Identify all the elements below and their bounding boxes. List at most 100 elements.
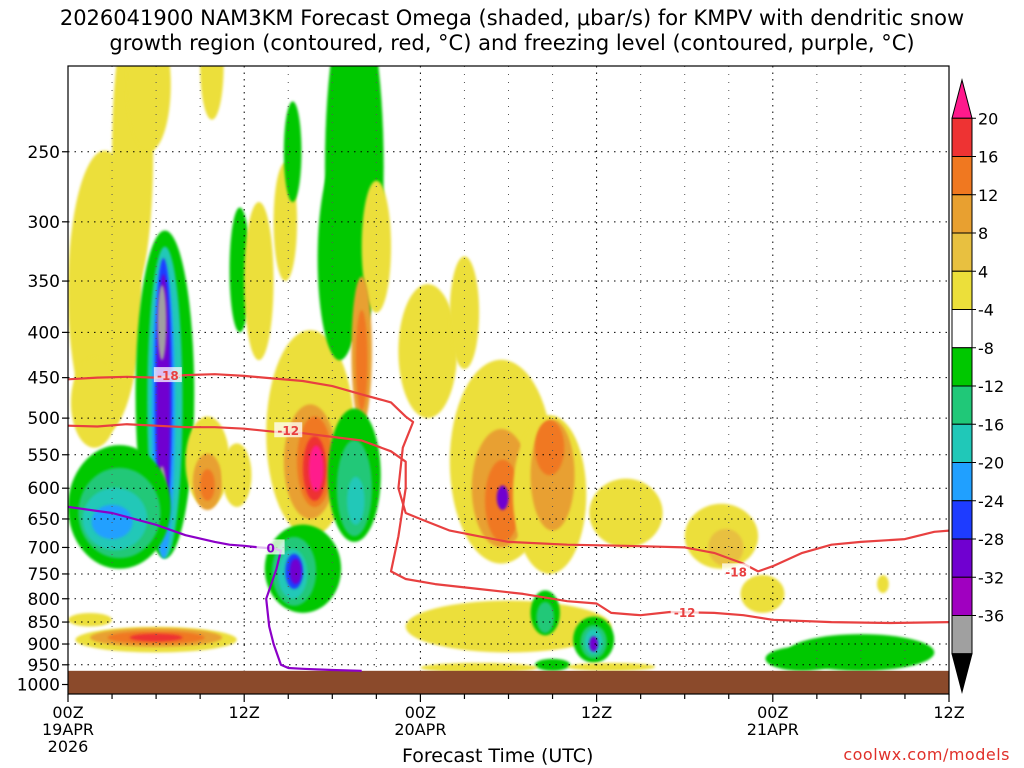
omega-blob [496, 485, 509, 510]
omega-blob [200, 469, 215, 501]
colorbar-label: -8 [978, 339, 994, 358]
omega-blob [536, 601, 555, 634]
omega-blob [398, 284, 458, 419]
x-tick-label: 00Z [757, 703, 788, 722]
colorbar-label: 4 [978, 262, 988, 281]
colorbar-label: -20 [978, 454, 1004, 473]
y-tick-label: 1000 [17, 676, 60, 696]
y-tick-label: 800 [28, 590, 60, 610]
ground-surface [68, 670, 949, 694]
omega-blob [222, 443, 252, 507]
omega-blob [346, 476, 365, 525]
colorbar-label: -32 [978, 568, 1004, 587]
contour-label-bg [153, 367, 182, 383]
color-bar: 20 16 12 8 4 -4 -8 -12 -16 -20 -24 -28 -32 -36 [951, 78, 1004, 694]
omega-blob [589, 478, 663, 548]
colorbar-swatch [951, 500, 973, 540]
contour-label-bg [722, 563, 751, 579]
colorbar-swatch [951, 194, 973, 234]
colorbar-swatch [951, 309, 973, 349]
omega-blob [534, 658, 571, 671]
x-axis-label: Forecast Time (UTC) [402, 745, 594, 767]
contour-label: -12 [277, 424, 299, 438]
y-tick-label: 400 [28, 323, 60, 343]
omega-blob [244, 201, 274, 361]
colorbar-label: 16 [978, 148, 998, 167]
omega-blob [157, 285, 167, 361]
omega-blob [765, 646, 839, 671]
contour-lines: -18 -18 -12 -12 0 [68, 367, 949, 672]
contour-label-bg [670, 603, 699, 619]
colorbar-swatch [951, 576, 973, 616]
y-tick-label: 700 [28, 538, 60, 558]
y-tick-label: 850 [28, 613, 60, 633]
omega-blob [877, 575, 889, 593]
omega-blob [589, 636, 599, 652]
omega-blob [200, 66, 224, 120]
y-tick-label: 500 [28, 409, 60, 429]
omega-blob [308, 445, 324, 492]
colorbar-label: -24 [978, 492, 1004, 511]
colorbar-label: -16 [978, 415, 1004, 434]
contour-label: -18 [157, 369, 179, 383]
colorbar-swatch [951, 385, 973, 425]
chart-title-line-1: 2026041900 NAM3KM Forecast Omega (shaded… [59, 6, 965, 30]
omega-blob [129, 633, 183, 642]
y-tick-label: 600 [28, 479, 60, 499]
x-tick-date-label: 21APR [747, 720, 799, 739]
omega-blob [335, 66, 365, 182]
contour-line-dendritic--12 [68, 423, 949, 625]
omega-blob [420, 662, 538, 673]
omega-blob [289, 558, 302, 585]
colorbar-top-triangle [951, 78, 973, 119]
colorbar-label: 8 [978, 224, 988, 243]
ground-fill [68, 670, 949, 694]
omega-blob [740, 574, 785, 613]
colorbar-label: -4 [978, 301, 994, 320]
omega-blob [567, 662, 656, 671]
y-tick-label: 300 [28, 213, 60, 233]
colorbar-label: 20 [978, 109, 998, 128]
omega-blob [534, 420, 565, 476]
x-tick-label: 12Z [933, 703, 964, 722]
y-tick-label: 950 [28, 656, 60, 676]
omega-blob [355, 309, 368, 411]
omega-blob [283, 101, 302, 203]
colorbar-label: -12 [978, 377, 1004, 396]
omega-blob [317, 156, 362, 361]
colorbar-swatch [951, 156, 973, 196]
colorbar-swatch [951, 615, 973, 655]
omega-blob [70, 357, 118, 448]
contour-label-bg [256, 539, 285, 555]
y-axis: 2503003504004505005506006507007508008509… [17, 143, 68, 696]
x-tick-date-label: 20APR [394, 720, 446, 739]
y-tick-label: 650 [28, 510, 60, 530]
colorbar-swatch [951, 538, 973, 578]
colorbar-label: 12 [978, 186, 998, 205]
contour-label: 0 [266, 541, 274, 555]
colorbar-swatch [951, 270, 973, 310]
colorbar-swatch [951, 462, 973, 502]
x-tick-label: 00Z [52, 703, 83, 722]
contour-line-dendritic--18 [68, 373, 949, 573]
credit-text: coolwx.com/models [843, 745, 1010, 764]
omega-blob [449, 256, 480, 370]
colorbar-swatch [951, 232, 973, 272]
y-tick-label: 900 [28, 635, 60, 655]
colorbar-bottom-triangle [951, 653, 973, 694]
y-tick-label: 250 [28, 143, 60, 163]
omega-blob [91, 504, 133, 540]
x-tick-label: 00Z [405, 703, 436, 722]
colorbar-swatch [951, 423, 973, 463]
colorbar-label: -36 [978, 607, 1004, 626]
y-tick-label: 550 [28, 446, 60, 466]
colorbar-swatch [951, 347, 973, 387]
chart-title-line-2: growth region (contoured, red, °C) and f… [109, 31, 915, 55]
omega-blob [361, 180, 392, 313]
y-tick-label: 750 [28, 565, 60, 585]
omega-shading [68, 66, 935, 673]
contour-label: -12 [674, 606, 696, 620]
x-tick-year-label: 2026 [48, 737, 89, 756]
